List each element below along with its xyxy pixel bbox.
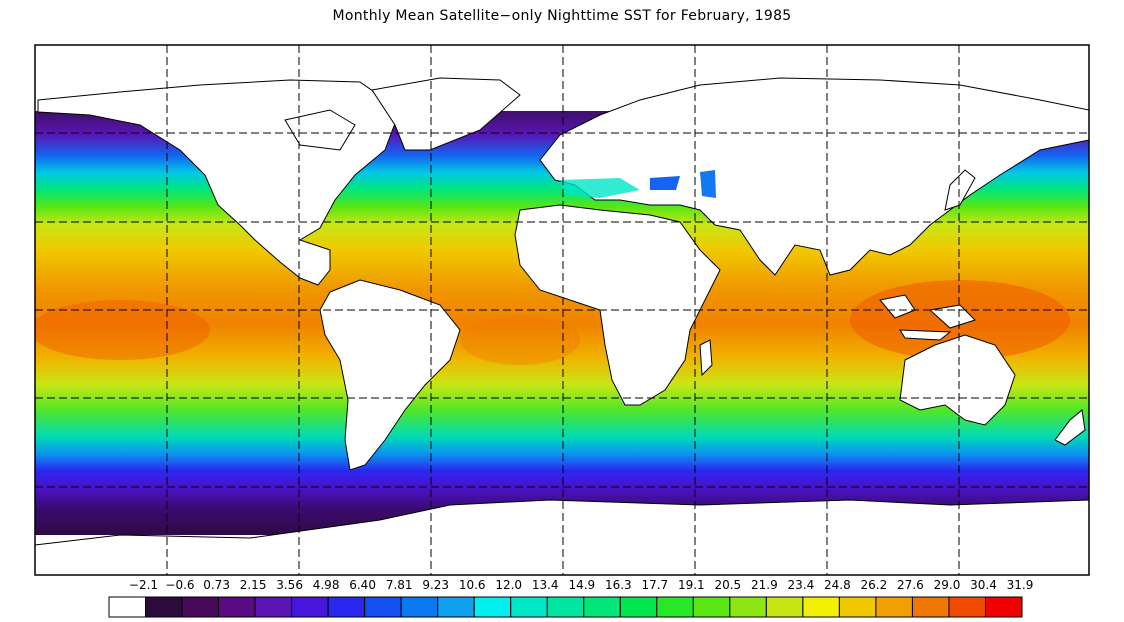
colorbar-swatch bbox=[948, 596, 986, 618]
colorbar-swatch bbox=[765, 596, 804, 618]
colorbar-tick-label: 24.8 bbox=[824, 578, 851, 592]
map-grid bbox=[35, 45, 1089, 575]
colorbar-swatch bbox=[984, 596, 1023, 618]
land-masses bbox=[35, 77, 1089, 575]
colorbar-tick-label: 13.4 bbox=[531, 578, 559, 592]
colorbar-swatch bbox=[437, 596, 475, 618]
colorbar-tick-label: 7.81 bbox=[385, 578, 413, 592]
colorbar-swatch bbox=[510, 596, 548, 618]
colorbar-tick-label: 3.56 bbox=[276, 578, 303, 592]
colorbar-labels: −2.1 −0.6 0.73 2.15 3.56 4.98 6.40 7.81 9.23 10.6… bbox=[0, 578, 1124, 594]
colorbar-swatch bbox=[218, 596, 256, 618]
colorbar-swatch bbox=[838, 596, 877, 618]
colorbar-tick-label: 27.6 bbox=[897, 578, 924, 592]
colorbar-swatch bbox=[692, 596, 731, 618]
colorbar-tick-label: 2.15 bbox=[239, 578, 267, 592]
colorbar-tick-label: 20.5 bbox=[714, 578, 742, 592]
map-frame bbox=[34, 44, 1090, 576]
colorbar-tick-label: 23.4 bbox=[787, 578, 815, 592]
colorbar-swatch bbox=[802, 596, 840, 618]
colorbar-tick-label: 21.9 bbox=[751, 578, 778, 592]
colorbar-swatch bbox=[729, 596, 767, 618]
colorbar-swatch bbox=[108, 596, 147, 618]
colorbar-tick-label: 19.1 bbox=[677, 578, 705, 592]
colorbar-tick-label: 17.7 bbox=[641, 578, 669, 592]
colorbar-tick-label: 16.3 bbox=[604, 578, 632, 592]
colorbar-swatch bbox=[327, 596, 366, 618]
colorbar-tick-label: 6.40 bbox=[349, 578, 376, 592]
colorbar-tick-label: 12.0 bbox=[495, 578, 523, 592]
colorbar-tick-label: 4.98 bbox=[312, 578, 340, 592]
colorbar-swatch bbox=[291, 596, 329, 618]
colorbar-tick-label: −2.1 bbox=[128, 578, 159, 592]
colorbar-swatch bbox=[619, 596, 658, 618]
colorbar-tick-label: −0.6 bbox=[165, 578, 195, 592]
colorbar-tick-label: 14.9 bbox=[568, 578, 596, 592]
colorbar-swatch bbox=[181, 596, 220, 618]
colorbar-tick-label: 26.2 bbox=[860, 578, 888, 592]
colorbar-swatch bbox=[400, 596, 439, 618]
colorbar-swatch bbox=[656, 596, 694, 618]
colorbar-tick-label: 29.0 bbox=[933, 578, 961, 592]
colorbar-swatch bbox=[583, 596, 621, 618]
map-title: Monthly Mean Satellite−only Nighttime SS… bbox=[332, 8, 792, 24]
colorbar-tick-label: 9.23 bbox=[422, 578, 450, 592]
colorbar-swatch bbox=[875, 596, 913, 618]
colorbar-tick-label: 0.73 bbox=[203, 578, 230, 592]
colorbar-tick-label: 31.9 bbox=[1006, 578, 1034, 592]
colorbar-swatch bbox=[254, 596, 293, 618]
colorbar-tick-label: 30.4 bbox=[970, 578, 997, 592]
colorbar-swatch bbox=[473, 596, 512, 618]
colorbar-swatch bbox=[546, 596, 585, 618]
colorbar-swatch bbox=[145, 596, 183, 618]
colorbar bbox=[108, 596, 1023, 618]
colorbar-swatch bbox=[364, 596, 402, 618]
colorbar-swatch bbox=[911, 596, 950, 618]
colorbar-tick-label: 10.6 bbox=[458, 578, 486, 592]
